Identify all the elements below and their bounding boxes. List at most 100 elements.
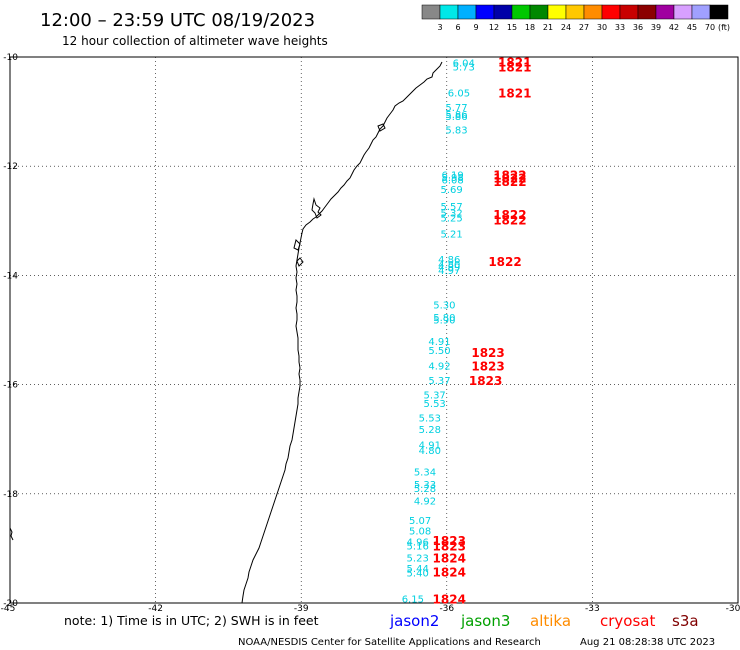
swh-value: 6.04	[453, 58, 475, 69]
lat-lon-grid	[10, 57, 738, 603]
time-label: 1823	[471, 346, 504, 360]
credit-text: NOAA/NESDIS Center for Satellite Applica…	[238, 637, 541, 648]
swh-value: 5.86	[445, 112, 467, 123]
page-title: 12:00 – 23:59 UTC 08/19/2023	[40, 10, 315, 31]
generated-timestamp: Aug 21 08:28:38 UTC 2023	[580, 637, 715, 648]
swh-value: 5.16	[407, 542, 429, 553]
lon-tick-label: -36	[439, 604, 454, 614]
lat-tick-label: -12	[3, 162, 18, 172]
time-label: 1822	[493, 214, 526, 228]
legend-swatch	[439, 4, 459, 20]
swh-value: 6.08	[441, 175, 463, 186]
time-label: 1824	[433, 593, 466, 607]
legend-swatch	[601, 4, 621, 20]
swh-value: 5.33	[414, 480, 436, 491]
swh-value: 6.15	[402, 595, 424, 606]
swh-value: 4.89	[438, 263, 460, 274]
time-label: 1822	[493, 168, 526, 182]
legend-swatch	[619, 4, 639, 20]
swh-value: 5.98	[441, 173, 463, 184]
swh-value: 5.44	[407, 564, 429, 575]
swh-value: 5.53	[424, 399, 446, 410]
swh-value: 5.30	[433, 300, 455, 311]
swh-value: 5.08	[409, 526, 431, 537]
legend-unit: (ft)	[718, 23, 730, 32]
swh-value: 4.91	[428, 337, 450, 348]
mission-cryosat: cryosat	[600, 612, 655, 630]
swh-value: 4.92	[414, 496, 436, 507]
legend-label: 42	[669, 23, 679, 32]
legend-swatch	[511, 4, 531, 20]
legend-swatch	[565, 4, 585, 20]
swh-value: 5.40	[407, 568, 429, 579]
west-land-fragment	[9, 527, 14, 541]
time-label: 1822	[493, 208, 526, 222]
legend-label: 3	[437, 23, 442, 32]
swh-value: 5.21	[441, 229, 463, 240]
time-label: 1824	[433, 552, 466, 566]
swh-observations: 6.045.736.055.775.865.865.836.195.986.08…	[402, 58, 475, 605]
legend-swatch	[493, 4, 513, 20]
legend-swatch	[457, 4, 477, 20]
lat-tick-label: -14	[3, 271, 18, 281]
lat-tick-label: -20	[3, 599, 18, 609]
swh-value: 5.90	[433, 316, 455, 327]
time-label: 1823	[433, 534, 466, 548]
legend-swatch	[475, 4, 495, 20]
swh-value: 5.77	[445, 103, 467, 114]
lat-tick-label: -10	[3, 53, 18, 63]
legend-label: 30	[597, 23, 607, 32]
mission-altika: altika	[530, 612, 571, 630]
legend-label: 18	[525, 23, 535, 32]
swh-value: 5.80	[433, 313, 455, 324]
legend-label: 39	[651, 23, 661, 32]
time-label: 1821	[498, 60, 531, 74]
legend-label: 33	[615, 23, 625, 32]
mission-jason3: jason3	[460, 612, 510, 630]
lon-tick-label: -42	[148, 604, 163, 614]
northern-inlet	[377, 123, 386, 132]
legend-label: 6	[455, 23, 460, 32]
swh-value: 5.69	[441, 185, 463, 196]
lon-tick-label: -33	[585, 604, 600, 614]
swh-value: 5.28	[414, 484, 436, 495]
swh-value: 5.07	[409, 516, 431, 527]
lon-tick-label: -45	[1, 604, 16, 614]
legend-label: 27	[579, 23, 589, 32]
legend-swatch	[637, 4, 657, 20]
swh-value: 4.91	[419, 441, 441, 452]
swh-value: 5.86	[445, 110, 467, 121]
mission-legend: jason2 jason3 altika cryosat s3a	[389, 612, 699, 630]
swh-value: 4.92	[428, 361, 450, 372]
legend-swatch	[709, 4, 729, 20]
swh-value: 4.80	[438, 260, 460, 271]
legend-label: 9	[473, 23, 478, 32]
swh-value: 4.80	[419, 446, 441, 457]
swh-value: 5.53	[419, 413, 441, 424]
brazil-coastline	[241, 61, 443, 604]
page-subtitle: 12 hour collection of altimeter wave hei…	[62, 34, 328, 48]
legend-label: 45	[687, 23, 697, 32]
legend-label: 70	[705, 23, 715, 32]
lon-tick-label: -30	[726, 604, 740, 614]
lat-tick-label: -16	[3, 381, 18, 391]
swh-value: 4.97	[438, 266, 460, 277]
legend-swatch	[583, 4, 603, 20]
swh-value: 5.37	[424, 390, 446, 401]
coastal-islands	[293, 239, 304, 267]
coastline	[9, 61, 443, 604]
legend-label: 21	[543, 23, 553, 32]
footer-note: note: 1) Time is in UTC; 2) SWH is in fe…	[64, 613, 319, 628]
legend-swatch	[421, 4, 441, 20]
time-labels: 1821182118211822182218221822182218221823…	[433, 55, 532, 606]
time-label: 1824	[433, 565, 466, 579]
mission-jason2: jason2	[389, 612, 439, 630]
swh-value: 4.96	[407, 537, 429, 548]
swh-value: 5.23	[407, 554, 429, 565]
legend-label: 15	[507, 23, 517, 32]
swh-value: 6.05	[448, 88, 470, 99]
longitude-labels: -45 -42 -39 -36 -33 -30	[1, 604, 740, 614]
legend-swatch	[529, 4, 549, 20]
legend-label: 36	[633, 23, 643, 32]
